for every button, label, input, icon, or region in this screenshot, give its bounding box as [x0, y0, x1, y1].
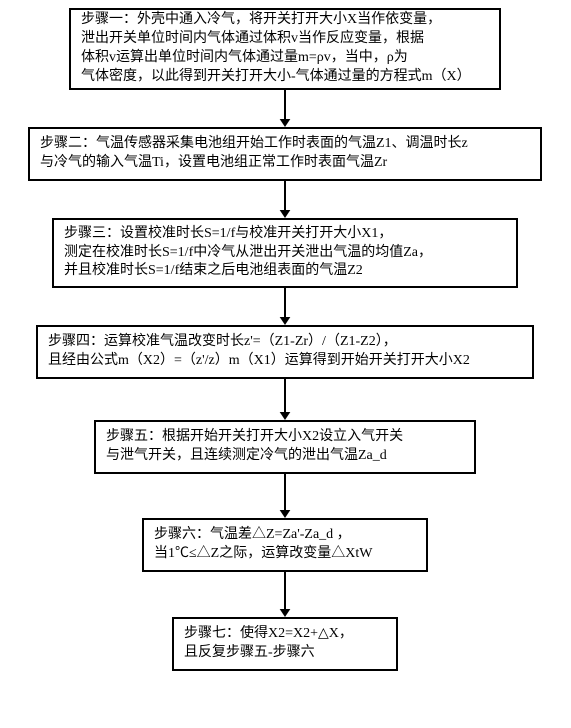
flow-node-label: 步骤六：气温差△Z=Za'-Za_d ， 当1℃≤△Z之际，运算改变量△XtW	[154, 526, 416, 564]
flow-node-label: 步骤三：设置校准时长S=1/f与校准开关打开大小X1， 测定在校准时长S=1/f…	[64, 225, 506, 282]
flow-node-label: 步骤二：气温传感器采集电池组开始工作时表面的气温Z1、调温时长z 与冷气的输入气…	[40, 135, 530, 173]
flow-node-step-1: 步骤一：外壳中通入冷气，将开关打开大小X当作依变量， 泄出开关单位时间内气体通过…	[69, 8, 501, 90]
flow-arrow-1	[275, 90, 295, 127]
flow-node-step-2: 步骤二：气温传感器采集电池组开始工作时表面的气温Z1、调温时长z 与冷气的输入气…	[28, 127, 542, 181]
flow-arrow-2	[275, 181, 295, 218]
flow-node-label: 步骤七：使得X2=X2+△X， 且反复步骤五-步骤六	[184, 625, 386, 663]
flow-arrow-4	[275, 379, 295, 420]
flow-node-step-4: 步骤四：运算校准气温改变时长z'=（Z1-Zr）/（Z1-Z2）， 且经由公式m…	[36, 325, 534, 379]
flowchart-container: 步骤一：外壳中通入冷气，将开关打开大小X当作依变量， 泄出开关单位时间内气体通过…	[0, 0, 571, 728]
flow-node-step-3: 步骤三：设置校准时长S=1/f与校准开关打开大小X1， 测定在校准时长S=1/f…	[52, 218, 518, 288]
flow-arrow-3	[275, 288, 295, 325]
flow-node-step-6: 步骤六：气温差△Z=Za'-Za_d ， 当1℃≤△Z之际，运算改变量△XtW	[142, 518, 428, 572]
flow-node-step-5: 步骤五：根据开始开关打开大小X2设立入气开关 与泄气开关，且连续测定冷气的泄出气…	[94, 420, 476, 474]
flow-node-label: 步骤五：根据开始开关打开大小X2设立入气开关 与泄气开关，且连续测定冷气的泄出气…	[106, 428, 464, 466]
flow-node-label: 步骤四：运算校准气温改变时长z'=（Z1-Zr）/（Z1-Z2）， 且经由公式m…	[48, 333, 522, 371]
flow-node-step-7: 步骤七：使得X2=X2+△X， 且反复步骤五-步骤六	[172, 617, 398, 671]
flow-arrow-6	[275, 572, 295, 617]
flow-node-label: 步骤一：外壳中通入冷气，将开关打开大小X当作依变量， 泄出开关单位时间内气体通过…	[81, 11, 489, 87]
flow-arrow-5	[275, 474, 295, 518]
